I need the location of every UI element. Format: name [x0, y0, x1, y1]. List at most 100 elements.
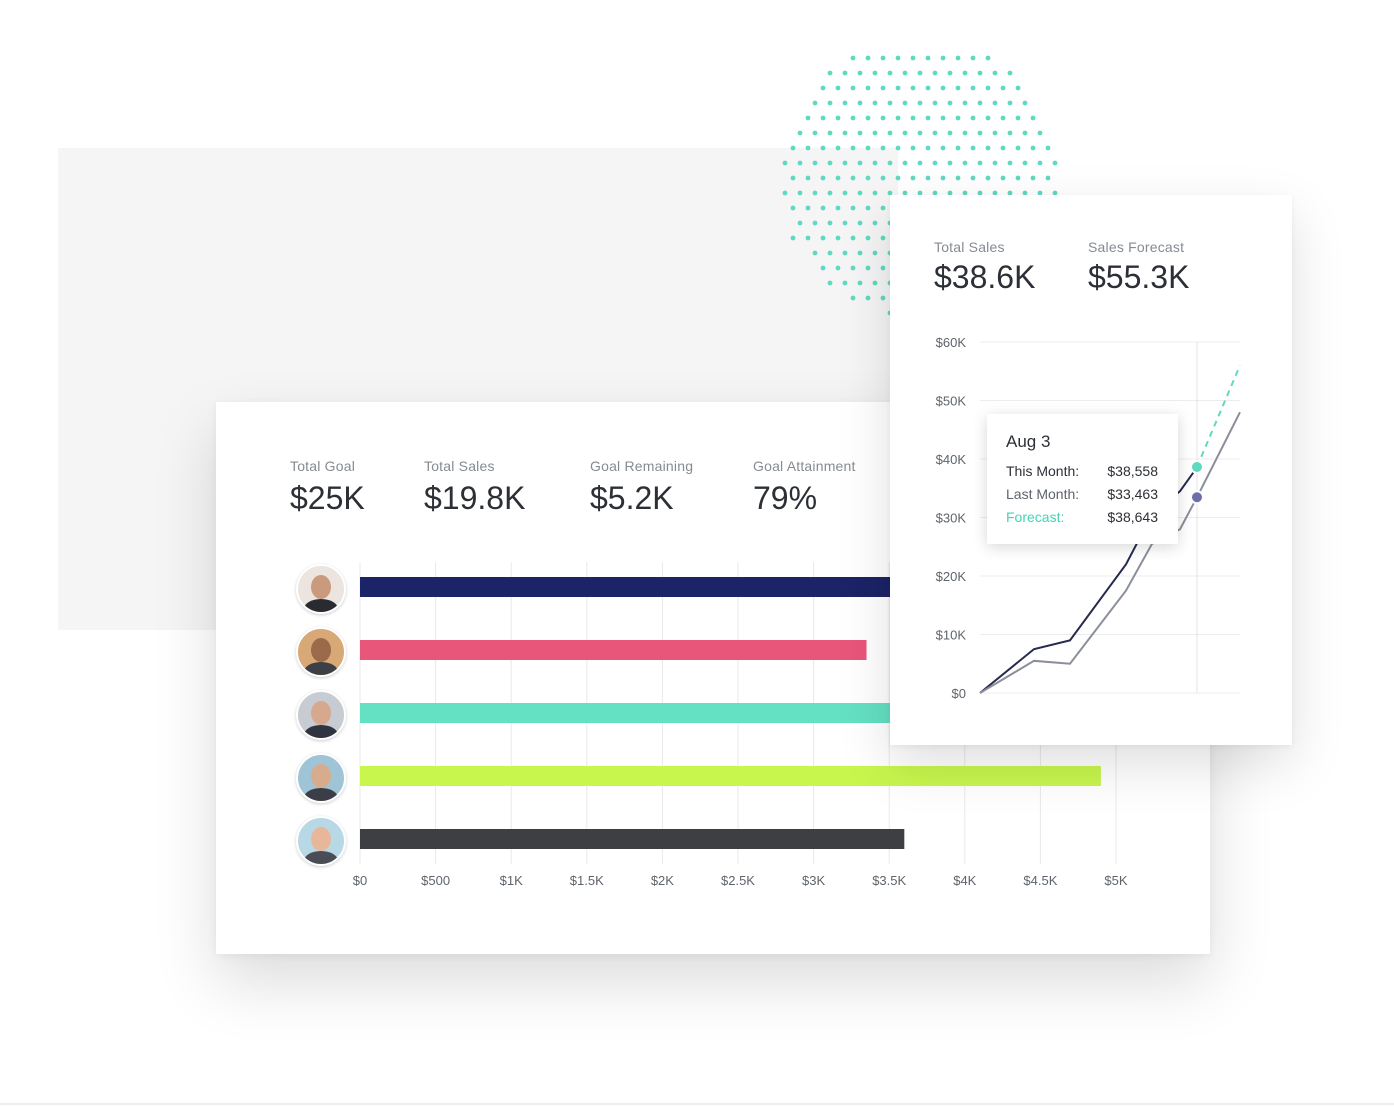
dot	[865, 295, 871, 301]
dot	[835, 85, 841, 91]
dot	[977, 70, 983, 76]
bar	[360, 766, 1101, 786]
dot	[955, 85, 961, 91]
dot	[1000, 85, 1006, 91]
this-month-line	[979, 466, 1198, 694]
dot	[985, 85, 991, 91]
bar	[360, 640, 867, 660]
dot	[947, 70, 953, 76]
dot	[992, 160, 998, 166]
dot	[880, 295, 886, 301]
avatar[interactable]	[296, 564, 346, 614]
dot	[940, 175, 946, 181]
tooltip-value: $33,463	[1107, 486, 1158, 502]
dot	[1030, 145, 1036, 151]
dot	[962, 70, 968, 76]
stat-label: Goal Attainment	[753, 458, 856, 474]
dot	[850, 175, 856, 181]
dot	[917, 130, 923, 136]
dot	[955, 55, 961, 61]
dot	[1030, 115, 1036, 121]
dot	[1022, 190, 1028, 196]
stat-value: $25K	[290, 480, 365, 516]
dot	[820, 205, 826, 211]
dot	[947, 160, 953, 166]
bottom-divider	[0, 1103, 1394, 1105]
dot	[857, 220, 863, 226]
dot	[842, 100, 848, 106]
dot	[1022, 130, 1028, 136]
dot	[917, 190, 923, 196]
dot	[977, 190, 983, 196]
dot	[820, 115, 826, 121]
dot	[820, 235, 826, 241]
dot	[857, 190, 863, 196]
avatar[interactable]	[296, 690, 346, 740]
dot	[880, 175, 886, 181]
dot	[910, 115, 916, 121]
dot	[842, 160, 848, 166]
dot	[850, 145, 856, 151]
x-tick-label: $1.5K	[570, 873, 604, 888]
dot	[992, 70, 998, 76]
bar-chart: $0 $500 $1K $1.5K $2K $2.5K $3K $3.5K $4K $4.5K $5…	[353, 562, 1128, 888]
dot	[850, 295, 856, 301]
dot	[955, 175, 961, 181]
tooltip-row-this-month: This Month: $38,558	[1006, 463, 1158, 479]
dot	[940, 55, 946, 61]
stat-total-sales: Total Sales $38.6K	[934, 239, 1035, 296]
dot	[932, 130, 938, 136]
y-tick-label: $20K	[936, 569, 967, 584]
chart-tooltip: Aug 3 This Month: $38,558 Last Month: $3…	[987, 414, 1178, 544]
dot	[902, 70, 908, 76]
avatar[interactable]	[296, 816, 346, 866]
dot	[797, 190, 803, 196]
dot	[1007, 190, 1013, 196]
x-tick-label: $3.5K	[872, 873, 906, 888]
dot	[797, 220, 803, 226]
dot	[790, 145, 796, 151]
dot	[1045, 145, 1051, 151]
dot	[925, 115, 931, 121]
dot	[782, 160, 788, 166]
x-tick-label: $4.5K	[1023, 873, 1057, 888]
dot	[887, 160, 893, 166]
dot	[857, 70, 863, 76]
dot	[872, 160, 878, 166]
last-month-marker	[1190, 490, 1204, 505]
dot	[970, 175, 976, 181]
dot	[1022, 100, 1028, 106]
dot	[797, 160, 803, 166]
dot	[1015, 175, 1021, 181]
dot	[955, 145, 961, 151]
dot	[970, 55, 976, 61]
dot	[812, 190, 818, 196]
dot	[827, 160, 833, 166]
dot	[865, 115, 871, 121]
dot	[805, 115, 811, 121]
dot	[925, 85, 931, 91]
x-tick-label: $1K	[500, 873, 523, 888]
dot	[947, 130, 953, 136]
dot	[887, 130, 893, 136]
dot	[850, 55, 856, 61]
avatar[interactable]	[296, 627, 346, 677]
dot	[917, 160, 923, 166]
y-tick-label: $50K	[936, 394, 967, 409]
avatar[interactable]	[296, 753, 346, 803]
bar	[360, 577, 965, 597]
dot	[985, 145, 991, 151]
dot	[850, 205, 856, 211]
forecast-line	[1196, 365, 1241, 468]
tooltip-row-last-month: Last Month: $33,463	[1006, 486, 1158, 502]
dot	[782, 190, 788, 196]
dot	[895, 85, 901, 91]
dot	[910, 85, 916, 91]
y-tick-label: $40K	[936, 452, 967, 467]
stat-goal-attainment: Goal Attainment 79%	[753, 458, 856, 517]
dot	[865, 235, 871, 241]
dot	[947, 100, 953, 106]
x-tick-label: $5K	[1104, 873, 1127, 888]
dot	[857, 250, 863, 256]
dot	[835, 115, 841, 121]
